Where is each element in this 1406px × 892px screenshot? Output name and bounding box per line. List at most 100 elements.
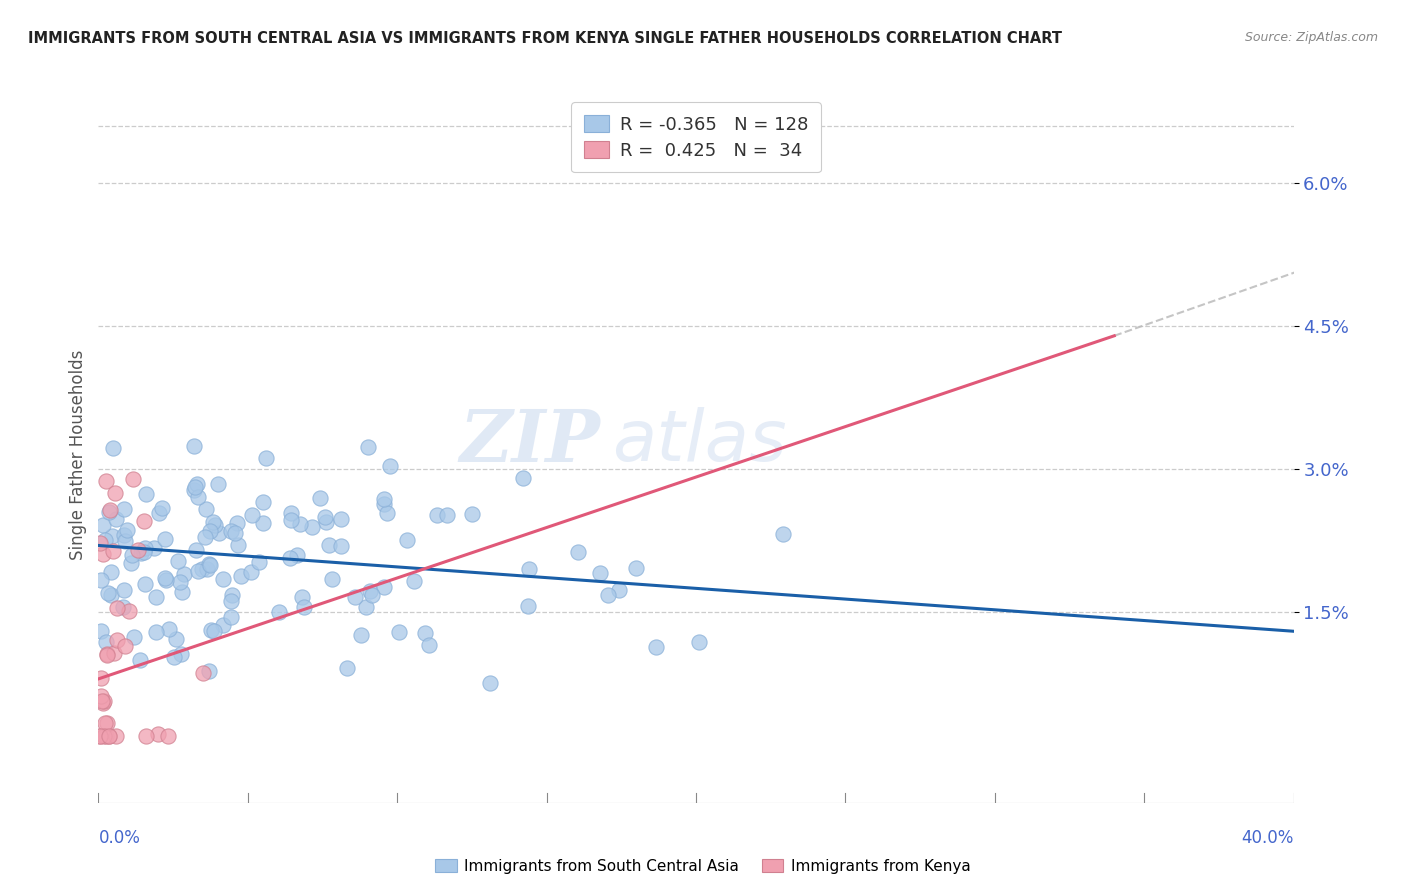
Point bbox=[135, 729, 157, 743]
Point bbox=[183, 439, 205, 453]
Point bbox=[343, 590, 366, 604]
Point bbox=[219, 524, 242, 539]
Point bbox=[93, 533, 115, 548]
Point bbox=[90, 671, 112, 685]
Point bbox=[132, 514, 155, 528]
Point bbox=[292, 599, 315, 614]
Point bbox=[153, 571, 176, 585]
Point bbox=[252, 495, 274, 509]
Point bbox=[173, 566, 195, 581]
Point bbox=[224, 525, 246, 540]
Point bbox=[247, 555, 270, 569]
Point bbox=[202, 515, 225, 529]
Point bbox=[155, 573, 177, 587]
Point bbox=[98, 503, 121, 517]
Point bbox=[198, 558, 221, 572]
Point bbox=[114, 533, 136, 548]
Point bbox=[97, 505, 120, 519]
Point bbox=[132, 544, 155, 558]
Point bbox=[104, 485, 127, 500]
Point bbox=[226, 516, 249, 530]
Point bbox=[512, 471, 534, 485]
Y-axis label: Single Father Households: Single Father Households bbox=[69, 350, 87, 560]
Point bbox=[426, 508, 449, 522]
Point bbox=[114, 639, 136, 653]
Point bbox=[148, 507, 170, 521]
Point bbox=[350, 628, 373, 642]
Point bbox=[105, 729, 128, 743]
Point bbox=[359, 584, 381, 599]
Text: 40.0%: 40.0% bbox=[1241, 830, 1294, 847]
Point bbox=[163, 649, 186, 664]
Point bbox=[143, 541, 166, 556]
Point bbox=[221, 588, 243, 602]
Point bbox=[280, 506, 302, 520]
Point bbox=[134, 577, 156, 591]
Point bbox=[567, 545, 589, 559]
Point bbox=[105, 600, 128, 615]
Point bbox=[90, 624, 112, 639]
Point bbox=[436, 508, 458, 522]
Point bbox=[252, 516, 274, 531]
Point bbox=[315, 515, 337, 529]
Point bbox=[93, 694, 115, 708]
Point bbox=[291, 590, 314, 604]
Point bbox=[93, 729, 115, 743]
Point bbox=[166, 632, 188, 646]
Point bbox=[197, 558, 219, 572]
Text: IMMIGRANTS FROM SOUTH CENTRAL ASIA VS IMMIGRANTS FROM KENYA SINGLE FATHER HOUSEH: IMMIGRANTS FROM SOUTH CENTRAL ASIA VS IM… bbox=[28, 31, 1062, 46]
Point bbox=[96, 648, 118, 662]
Point bbox=[121, 548, 143, 562]
Point bbox=[207, 477, 229, 491]
Point bbox=[360, 588, 382, 602]
Point bbox=[198, 524, 221, 539]
Point bbox=[373, 491, 395, 506]
Point bbox=[212, 618, 235, 632]
Point bbox=[288, 516, 311, 531]
Point bbox=[211, 572, 233, 586]
Point bbox=[152, 501, 174, 516]
Point bbox=[103, 544, 125, 558]
Point bbox=[112, 528, 135, 542]
Point bbox=[226, 538, 249, 552]
Point bbox=[98, 729, 121, 743]
Point bbox=[598, 588, 620, 602]
Point bbox=[280, 513, 302, 527]
Point bbox=[135, 487, 157, 501]
Point bbox=[146, 727, 169, 741]
Point bbox=[186, 476, 208, 491]
Point bbox=[94, 474, 117, 488]
Point bbox=[97, 586, 120, 600]
Point bbox=[413, 626, 436, 640]
Point bbox=[134, 541, 156, 555]
Point bbox=[186, 543, 208, 558]
Point bbox=[373, 497, 395, 511]
Point bbox=[373, 580, 395, 594]
Point bbox=[336, 661, 359, 675]
Point bbox=[377, 506, 399, 520]
Point bbox=[89, 536, 111, 550]
Text: 0.0%: 0.0% bbox=[98, 830, 141, 847]
Point bbox=[329, 512, 352, 526]
Legend: R = -0.365   N = 128, R =  0.425   N =  34: R = -0.365 N = 128, R = 0.425 N = 34 bbox=[571, 103, 821, 172]
Point bbox=[318, 538, 340, 552]
Point bbox=[183, 483, 205, 497]
Point bbox=[404, 574, 426, 588]
Point bbox=[229, 569, 252, 583]
Point bbox=[301, 520, 323, 534]
Point bbox=[624, 561, 647, 575]
Point bbox=[240, 508, 263, 523]
Point bbox=[90, 573, 112, 587]
Point bbox=[96, 648, 118, 662]
Point bbox=[204, 518, 226, 533]
Text: atlas: atlas bbox=[612, 407, 787, 475]
Point bbox=[314, 509, 336, 524]
Text: ZIP: ZIP bbox=[460, 406, 600, 476]
Point bbox=[589, 566, 612, 580]
Point bbox=[607, 583, 630, 598]
Point bbox=[194, 531, 217, 545]
Point bbox=[153, 533, 176, 547]
Point bbox=[91, 518, 114, 533]
Point bbox=[418, 638, 440, 652]
Point bbox=[239, 565, 262, 579]
